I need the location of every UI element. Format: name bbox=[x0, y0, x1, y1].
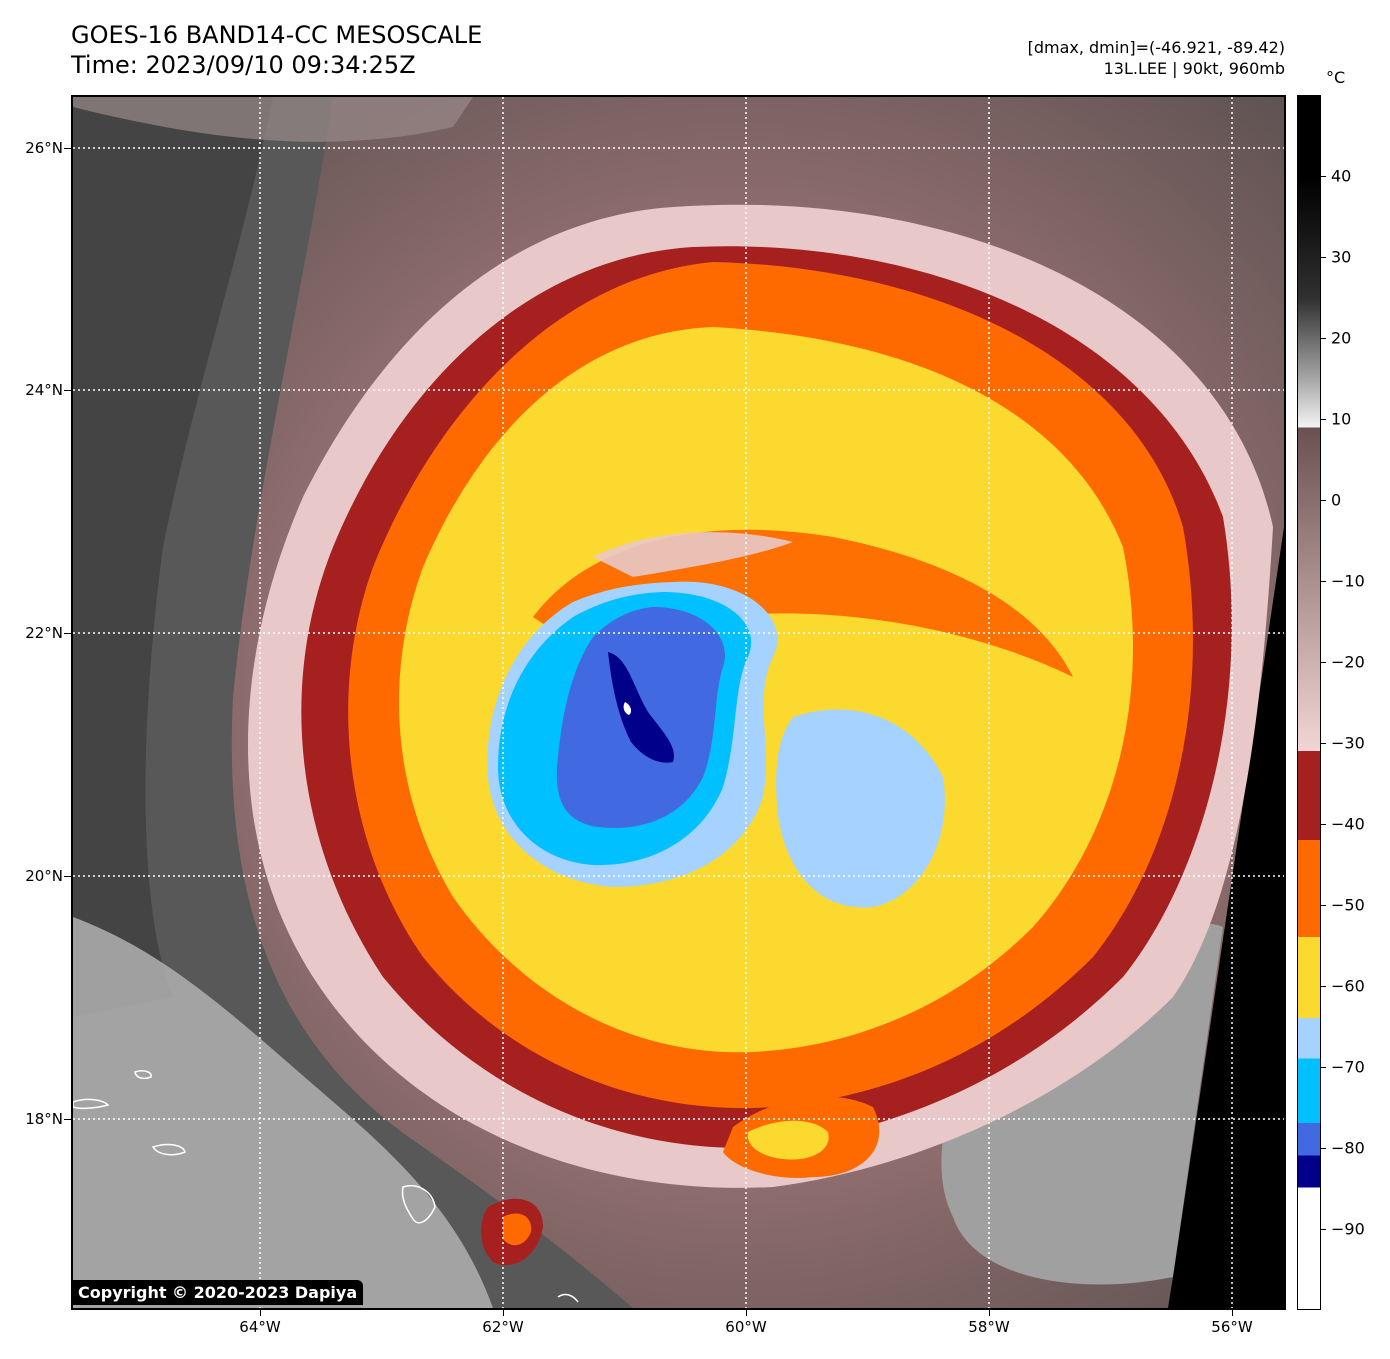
colorbar-tick-label: 10 bbox=[1331, 409, 1352, 429]
copyright-label: Copyright © 2020-2023 Dapiya bbox=[72, 1280, 364, 1305]
colorbar-tick-label: −80 bbox=[1331, 1138, 1365, 1158]
satellite-imagery bbox=[73, 97, 1284, 1308]
colorbar-tick-label: 20 bbox=[1331, 328, 1352, 348]
lon-label-60w: 60°W bbox=[725, 1318, 767, 1336]
colorbar-tick bbox=[1321, 743, 1326, 744]
storm-label: 13L.LEE | 90kt, 960mb bbox=[1103, 59, 1285, 78]
lat-label-20n: 20°N bbox=[25, 867, 63, 885]
colorbar-tick bbox=[1321, 338, 1326, 339]
outflow-yellow-south bbox=[747, 1120, 829, 1160]
no-data-region bbox=[1168, 527, 1284, 1308]
colorbar-tick-label: −70 bbox=[1331, 1057, 1365, 1077]
lon-label-62w: 62°W bbox=[482, 1318, 524, 1336]
title-line-1: GOES-16 BAND14-CC MESOSCALE bbox=[71, 21, 483, 49]
colorbar-tick bbox=[1321, 1067, 1326, 1068]
graticule bbox=[73, 97, 1284, 1308]
colorbar-tick bbox=[1321, 419, 1326, 420]
convective-cell-core bbox=[503, 1213, 532, 1246]
lat-label-26n: 26°N bbox=[25, 139, 63, 157]
colorbar-tick-label: −20 bbox=[1331, 652, 1365, 672]
colorbar-tick-label: 40 bbox=[1331, 166, 1352, 186]
lon-tick bbox=[1232, 1310, 1233, 1316]
title-line-2: Time: 2023/09/10 09:34:25Z bbox=[71, 51, 416, 79]
light-grey-southwest bbox=[73, 917, 493, 1308]
lat-label-22n: 22°N bbox=[25, 624, 63, 642]
colorbar-tick bbox=[1321, 581, 1326, 582]
colorbar-tick-label: 0 bbox=[1331, 490, 1342, 510]
satellite-map bbox=[71, 95, 1286, 1310]
colorbar-tick-label: −50 bbox=[1331, 895, 1365, 915]
lon-tick bbox=[989, 1310, 990, 1316]
colorbar-tick-label: −40 bbox=[1331, 814, 1365, 834]
colorbar-tick bbox=[1321, 500, 1326, 501]
colorbar-tick bbox=[1321, 986, 1326, 987]
lat-label-18n: 18°N bbox=[25, 1110, 63, 1128]
very-cold-light-blue bbox=[776, 709, 945, 908]
lat-tick bbox=[64, 633, 71, 634]
colorbar-tick bbox=[1321, 257, 1326, 258]
lat-tick bbox=[64, 390, 71, 391]
coldest-tops-navy bbox=[608, 652, 674, 763]
colorbar-tick bbox=[1321, 1229, 1326, 1230]
colorbar-tick bbox=[1321, 824, 1326, 825]
lon-label-64w: 64°W bbox=[239, 1318, 281, 1336]
lat-label-24n: 24°N bbox=[25, 381, 63, 399]
colorbar bbox=[1297, 95, 1321, 1310]
colorbar-tick-label: −60 bbox=[1331, 976, 1365, 996]
colorbar-tick-label: 30 bbox=[1331, 247, 1352, 267]
lon-label-58w: 58°W bbox=[968, 1318, 1010, 1336]
colorbar-tick-label: −30 bbox=[1331, 733, 1365, 753]
lat-tick bbox=[64, 148, 71, 149]
colorbar-tick bbox=[1321, 1148, 1326, 1149]
lon-tick bbox=[260, 1310, 261, 1316]
chart-title: GOES-16 BAND14-CC MESOSCALE Time: 2023/0… bbox=[71, 20, 482, 80]
dark-grey-region bbox=[73, 97, 273, 1017]
lat-tick bbox=[64, 876, 71, 877]
colorbar-tick bbox=[1321, 176, 1326, 177]
dmax-dmin-label: [dmax, dmin]=(-46.921, -89.42) bbox=[1027, 38, 1285, 57]
colorbar-tick bbox=[1321, 662, 1326, 663]
colorbar-unit: °C bbox=[1326, 68, 1346, 87]
lon-tick bbox=[746, 1310, 747, 1316]
colorbar-tick bbox=[1321, 905, 1326, 906]
upper-cloud-streak bbox=[73, 97, 473, 142]
coastlines bbox=[73, 1070, 579, 1303]
coldest-white-pixels bbox=[623, 702, 632, 715]
dry-slot-pink bbox=[593, 532, 793, 577]
lon-label-56w: 56°W bbox=[1211, 1318, 1253, 1336]
lat-tick bbox=[64, 1119, 71, 1120]
storm-info: [dmax, dmin]=(-46.921, -89.42) 13L.LEE |… bbox=[1028, 37, 1285, 79]
lon-tick bbox=[503, 1310, 504, 1316]
colorbar-tick-label: −10 bbox=[1331, 571, 1365, 591]
colorbar-tick-label: −90 bbox=[1331, 1219, 1365, 1239]
